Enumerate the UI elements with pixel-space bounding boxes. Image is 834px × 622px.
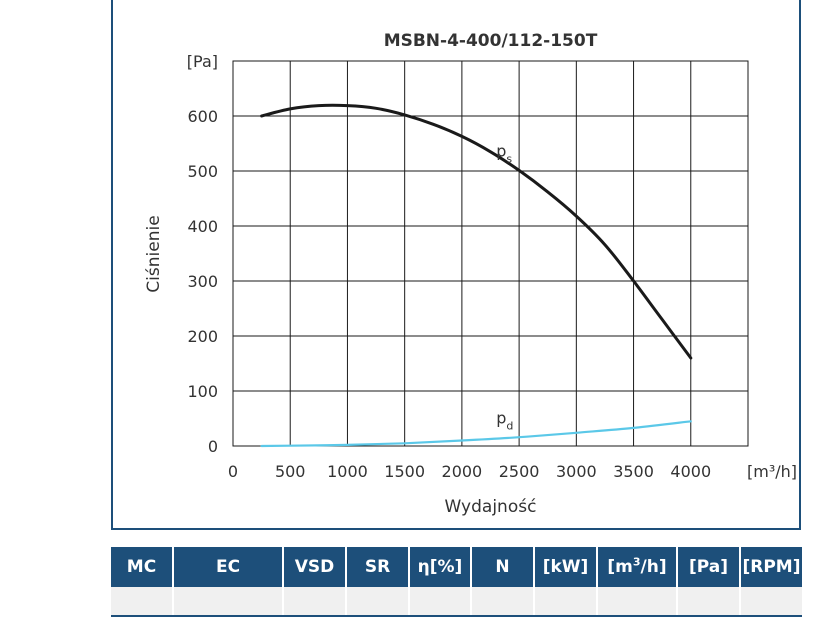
spec-table-wrap: MC EC VSD SR η[%] N [kW] [m3/h] [Pa] [RPM]: [111, 547, 802, 617]
table-cell: [534, 587, 598, 617]
table-cell: [283, 587, 347, 617]
y-tick-label: 500: [187, 162, 218, 181]
x-tick-label: 500: [275, 462, 306, 481]
series-label-main: p: [496, 408, 506, 427]
y-tick-label: 200: [187, 327, 218, 346]
table-header-label: MC: [126, 557, 157, 577]
table-header-label: VSD: [294, 557, 335, 577]
table-header-row: MC EC VSD SR η[%] N [kW] [m3/h] [Pa] [RPM]: [111, 547, 802, 587]
series-line-ps: [260, 103, 693, 360]
table-header-1: EC: [173, 547, 284, 587]
series-line-pd: [260, 420, 692, 448]
series-label-pd: pd: [496, 408, 513, 432]
series-label-sub: s: [506, 153, 512, 166]
chart-frame: 0 500 1000 1500 2000 2500 3000 3500 4000 [m³/h] 0 1…: [111, 0, 801, 530]
table-header-label: η[%]: [417, 557, 463, 577]
x-tick-label: 1000: [327, 462, 368, 481]
chart-title: MSBN-4-400/112-150T: [384, 31, 598, 51]
x-tick-label: 2500: [499, 462, 540, 481]
table-cell: [597, 587, 678, 617]
table-header-label: [Pa]: [688, 557, 728, 577]
table-cell: [677, 587, 741, 617]
table-header-label: N: [495, 557, 510, 577]
spec-table: MC EC VSD SR η[%] N [kW] [m3/h] [Pa] [RPM]: [111, 547, 802, 617]
table-row: [111, 587, 802, 617]
table-header-2: VSD: [283, 547, 347, 587]
table-header-4: η[%]: [409, 547, 472, 587]
table-header-label: SR: [364, 557, 391, 577]
y-tick-label: 0: [208, 437, 218, 456]
table-header-7: [m3/h]: [597, 547, 678, 587]
table-cell: [409, 587, 472, 617]
table-body: [111, 587, 802, 617]
table-cell: [740, 587, 802, 617]
series-label-ps: ps: [496, 142, 512, 166]
table-header-label: EC: [215, 557, 241, 577]
pressure-chart: 0 500 1000 1500 2000 2500 3000 3500 4000 [m³/h] 0 1…: [144, 31, 797, 517]
table-cell: [346, 587, 410, 617]
table-header-sup: 3: [632, 555, 641, 569]
y-axis-label: Ciśnienie: [144, 215, 164, 292]
series-label-main: p: [496, 142, 506, 161]
x-tick-label: 1500: [384, 462, 425, 481]
table-header-5: N: [471, 547, 535, 587]
y-tick-label: 600: [187, 107, 218, 126]
table-header-label: [RPM]: [742, 557, 801, 577]
table-header-9: [RPM]: [740, 547, 802, 587]
x-tick-label: 3500: [613, 462, 654, 481]
x-unit-label: [m³/h]: [747, 462, 797, 481]
table-cell: [173, 587, 284, 617]
table-cell: [111, 587, 174, 617]
y-tick-label: 400: [187, 217, 218, 236]
table-header-label: [kW]: [542, 557, 589, 577]
table-cell: [471, 587, 535, 617]
y-tick-label: 300: [187, 272, 218, 291]
table-header-6: [kW]: [534, 547, 598, 587]
x-tick-label: 0: [228, 462, 238, 481]
x-tick-label: 3000: [556, 462, 597, 481]
table-header-label: [m: [607, 557, 633, 577]
y-tick-label: 100: [187, 382, 218, 401]
table-header-0: MC: [111, 547, 174, 587]
table-header-8: [Pa]: [677, 547, 741, 587]
x-axis-label: Wydajność: [445, 497, 537, 517]
series-label-sub: d: [506, 419, 513, 432]
table-header-3: SR: [346, 547, 410, 587]
x-tick-label: 2000: [442, 462, 483, 481]
table-header-tail: /h]: [640, 557, 667, 577]
y-unit-label: [Pa]: [187, 52, 218, 71]
plot-area: [232, 60, 749, 447]
x-tick-label: 4000: [670, 462, 711, 481]
